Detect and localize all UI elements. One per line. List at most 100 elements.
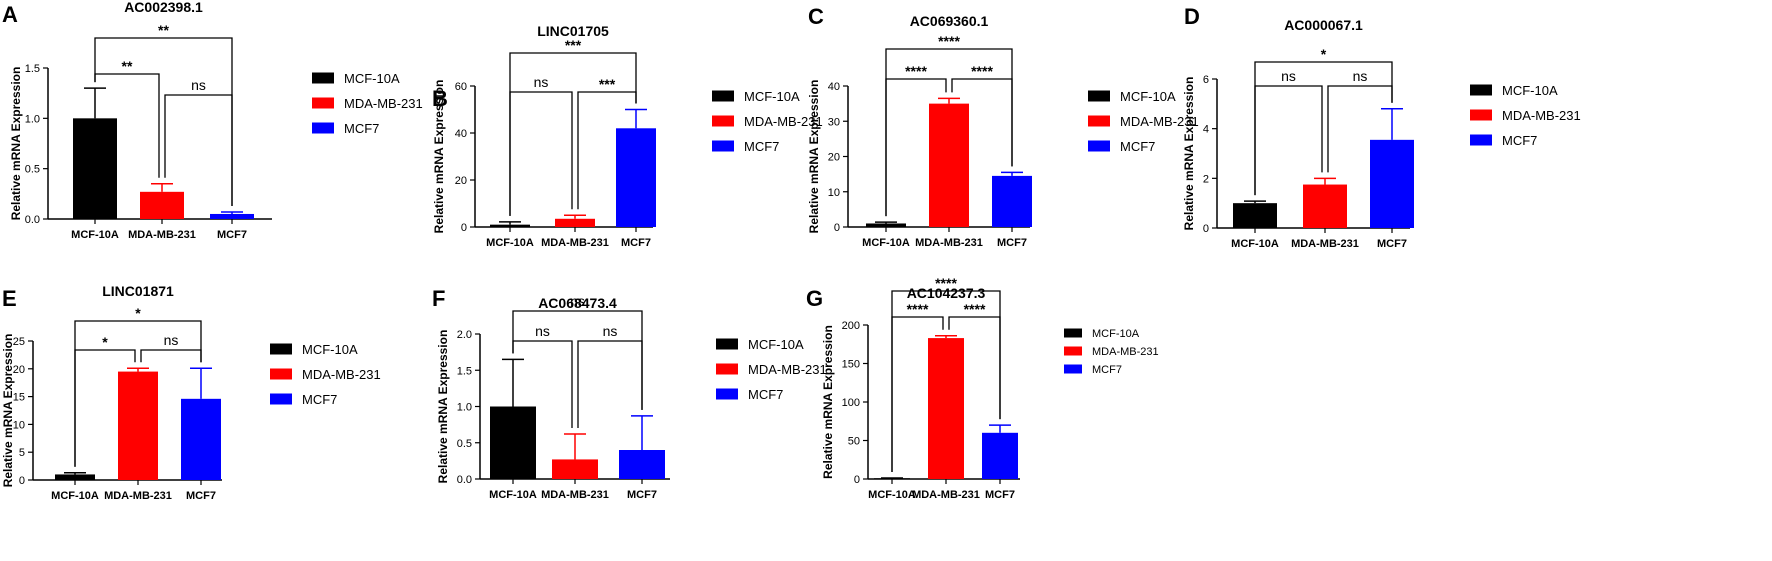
panel-letter: C	[808, 4, 824, 29]
y-tick-label: 20	[828, 152, 840, 164]
significance-label: **	[158, 22, 169, 38]
chart-title: AC104237.3	[907, 285, 986, 301]
legend-label: MCF7	[302, 392, 337, 407]
bar-mda-mb-231	[1303, 184, 1347, 228]
significance-label: *	[135, 305, 141, 321]
panel-letter: F	[432, 286, 445, 311]
legend-swatch	[1088, 115, 1110, 127]
legend-swatch	[1470, 134, 1492, 146]
bar-mcf7	[181, 398, 221, 480]
y-tick-label: 0.5	[457, 438, 472, 450]
chart-title: LINC01871	[102, 283, 174, 299]
y-tick-label: 15	[13, 392, 25, 404]
y-tick-label: 200	[842, 320, 860, 332]
x-category-label: MDA-MB-231	[128, 229, 196, 241]
x-category-label: MCF-10A	[486, 237, 534, 249]
significance-label: ***	[565, 37, 582, 53]
bar-mcf-10a	[55, 474, 95, 480]
legend-label: MDA-MB-231	[1502, 108, 1581, 123]
panel-letter: D	[1184, 4, 1200, 29]
legend-label: MCF-10A	[1502, 83, 1558, 98]
bar-mcf-10a	[73, 118, 117, 219]
legend-swatch	[312, 72, 334, 84]
y-tick-label: 0	[1203, 223, 1209, 235]
bar-mcf7	[616, 128, 656, 227]
y-tick-label: 150	[842, 359, 860, 371]
legend-swatch	[716, 338, 738, 350]
significance-label: ns	[570, 293, 585, 309]
y-tick-label: 20	[13, 364, 25, 376]
y-tick-label: 25	[13, 336, 25, 348]
legend-label: MCF7	[748, 387, 783, 402]
significance-label: **	[122, 58, 133, 74]
legend-label: MCF7	[1092, 364, 1122, 376]
significance-label: *	[102, 334, 108, 350]
chart-title: AC068473.4	[538, 295, 617, 311]
y-tick-label: 0	[19, 475, 25, 487]
legend-swatch	[712, 90, 734, 102]
panel-letter: A	[2, 2, 18, 27]
x-category-label: MDA-MB-231	[1291, 238, 1359, 250]
x-category-label: MDA-MB-231	[915, 237, 983, 249]
significance-label: ns	[1353, 68, 1368, 84]
legend-label: MDA-MB-231	[744, 114, 823, 129]
significance-label: ns	[535, 323, 550, 339]
significance-label: ****	[905, 63, 927, 79]
bar-mda-mb-231	[929, 103, 969, 227]
y-tick-label: 60	[455, 81, 467, 93]
significance-label: ****	[964, 301, 986, 317]
y-axis-label: Relative mRNA Expression	[9, 67, 23, 221]
y-tick-label: 1.0	[457, 402, 472, 414]
significance-label: ****	[907, 301, 929, 317]
legend-swatch	[1064, 328, 1082, 338]
legend-swatch	[312, 97, 334, 109]
y-tick-label: 1.0	[25, 113, 40, 125]
y-tick-label: 1.5	[457, 365, 472, 377]
y-tick-label: 0	[834, 222, 840, 234]
y-tick-label: 40	[828, 81, 840, 93]
chart-title: AC000067.1	[1284, 17, 1363, 33]
x-category-label: MCF-10A	[51, 490, 99, 502]
significance-label: ns	[534, 74, 549, 90]
y-tick-label: 0.0	[457, 474, 472, 486]
significance-bracket	[577, 340, 643, 429]
x-category-label: MCF-10A	[489, 489, 537, 501]
y-tick-label: 4	[1203, 124, 1209, 136]
x-category-label: MCF7	[217, 229, 247, 241]
legend-swatch	[1088, 140, 1110, 152]
bar-mcf7	[210, 213, 254, 219]
significance-bracket	[164, 94, 233, 206]
legend-label: MCF-10A	[1092, 328, 1140, 340]
legend-label: MCF-10A	[744, 89, 800, 104]
significance-bracket	[1254, 85, 1323, 196]
legend-swatch	[1064, 346, 1082, 356]
y-tick-label: 10	[828, 187, 840, 199]
significance-bracket	[509, 52, 637, 216]
legend-label: MCF7	[344, 121, 379, 136]
legend-label: MDA-MB-231	[344, 96, 423, 111]
y-tick-label: 2	[1203, 173, 1209, 185]
legend-swatch	[716, 363, 738, 375]
significance-bracket	[94, 37, 233, 206]
y-tick-label: 1.5	[25, 63, 40, 75]
bar-mcf7	[982, 432, 1018, 479]
bar-mcf-10a	[866, 223, 906, 227]
significance-label: ns	[603, 323, 618, 339]
chart-title: AC069360.1	[910, 13, 989, 29]
legend-swatch	[1470, 84, 1492, 96]
significance-label: ****	[935, 275, 957, 291]
panel-letter: B	[432, 86, 448, 111]
x-category-label: MCF-10A	[862, 237, 910, 249]
bar-mda-mb-231	[555, 218, 595, 227]
bar-mda-mb-231	[118, 371, 158, 480]
legend-label: MDA-MB-231	[748, 362, 827, 377]
legend-swatch	[716, 388, 738, 400]
x-category-label: MCF7	[1377, 238, 1407, 250]
significance-label: ns	[1281, 68, 1296, 84]
y-axis-label: Relative mRNA Expression	[821, 325, 835, 479]
y-tick-label: 20	[455, 175, 467, 187]
x-category-label: MCF-10A	[1231, 238, 1279, 250]
significance-label: ns	[164, 332, 179, 348]
chart-panel-f: F AC068473.4 0.0 0.5 1.0 1.5 2.0 Relative mRNA …	[432, 286, 827, 501]
